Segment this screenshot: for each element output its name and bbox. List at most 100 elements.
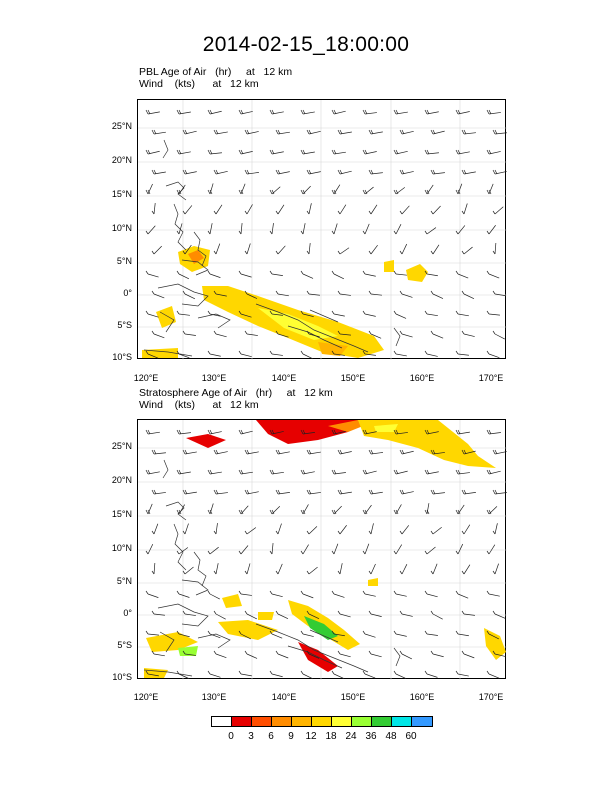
wind-barb xyxy=(494,333,505,340)
wind-barb-feather xyxy=(271,189,275,195)
wind-barb-feather xyxy=(207,469,211,475)
wind-barb-feather xyxy=(244,570,248,575)
wind-barb-feather xyxy=(457,429,461,435)
wind-barb xyxy=(494,613,506,619)
wind-barb-feather xyxy=(269,189,273,195)
shade-region xyxy=(304,616,338,640)
wind-barb-feather xyxy=(494,129,498,135)
wind-barb-feather xyxy=(331,550,335,555)
wind-barb-feather xyxy=(337,570,341,575)
wind-barb-feather xyxy=(362,670,366,675)
wind-barb xyxy=(494,653,506,657)
wind-barb-feather xyxy=(486,149,490,155)
wind-barb xyxy=(370,563,376,575)
wind-barb-feather xyxy=(151,210,155,215)
wind-barb-feather xyxy=(461,449,465,455)
wind-barb-feather xyxy=(300,230,304,235)
wind-barb-feather xyxy=(486,310,490,315)
wind-barb-feather xyxy=(368,449,372,455)
wind-barb-feather xyxy=(492,129,496,135)
wind-barb-feather xyxy=(151,489,155,495)
wind-barb-feather xyxy=(151,250,155,255)
wind-barb-feather xyxy=(238,109,242,115)
wind-barb xyxy=(277,653,289,659)
wind-barb xyxy=(370,653,382,658)
wind-barb-feather xyxy=(238,149,242,155)
wind-barb-feather xyxy=(393,230,397,235)
wind-barb-feather xyxy=(207,630,211,635)
wind-barb xyxy=(364,633,376,638)
wind-barb-feather xyxy=(153,489,157,495)
wind-barb xyxy=(488,593,500,597)
panel1-title-line2: Wind (kts) at 12 km xyxy=(139,78,259,90)
wind-barb xyxy=(333,593,345,598)
wind-barb-feather xyxy=(486,270,490,275)
wind-barb-feather xyxy=(399,290,403,295)
wind-barb-feather xyxy=(426,149,430,155)
wind-barb-feather xyxy=(300,310,304,315)
wind-barb-feather xyxy=(244,129,248,135)
wind-barb-feather xyxy=(176,270,180,275)
wind-barb xyxy=(364,223,370,235)
wind-barb xyxy=(457,353,469,356)
wind-barb-feather xyxy=(147,109,151,115)
wind-barb-feather xyxy=(269,149,273,155)
wind-barb-feather xyxy=(302,429,306,435)
wind-barb-feather xyxy=(492,570,496,575)
wind-barb-feather xyxy=(184,449,188,455)
wind-barb-feather xyxy=(430,570,434,575)
wind-barb-feather xyxy=(461,570,465,575)
wind-barb-feather xyxy=(492,610,496,615)
wind-barb xyxy=(395,593,407,597)
wind-barb xyxy=(463,653,475,659)
wind-barb-feather xyxy=(244,530,248,535)
wind-barb xyxy=(178,273,190,280)
wind-barb-feather xyxy=(461,610,465,615)
colorbar-swatch xyxy=(312,717,332,726)
wind-barb-feather xyxy=(339,489,343,495)
wind-barb-feather xyxy=(461,129,465,135)
wind-barb-feather xyxy=(244,290,248,295)
lat-label: 5°N xyxy=(116,256,132,266)
wind-barb-feather xyxy=(240,149,244,155)
wind-barb-feather xyxy=(368,169,372,175)
wind-barb-feather xyxy=(424,670,428,675)
wind-barb-feather xyxy=(455,630,459,635)
wind-barb xyxy=(215,243,221,255)
wind-barb-feather xyxy=(302,189,306,195)
wind-barb-feather xyxy=(331,270,335,275)
wind-barb-feather xyxy=(207,350,211,355)
wind-barb-feather xyxy=(306,570,310,575)
colorbar xyxy=(211,716,433,727)
wind-barb-feather xyxy=(176,550,180,555)
wind-barb-feather xyxy=(395,109,399,115)
wind-barb xyxy=(426,673,438,678)
wind-barb-feather xyxy=(399,650,403,655)
wind-barb xyxy=(426,227,437,235)
wind-barb-feather xyxy=(486,509,490,515)
wind-barb xyxy=(209,673,221,678)
wind-barb xyxy=(457,543,464,555)
wind-barb xyxy=(209,183,214,195)
wind-barb xyxy=(302,223,306,235)
wind-barb xyxy=(395,224,402,235)
coastline xyxy=(143,459,401,677)
wind-barb xyxy=(364,593,376,597)
wind-barb-feather xyxy=(426,189,430,195)
lat-label: 10°N xyxy=(111,223,132,233)
wind-barb-feather xyxy=(145,230,149,235)
wind-barb-feather xyxy=(339,169,343,175)
wind-barb xyxy=(271,593,283,598)
wind-barb-feather xyxy=(455,149,459,155)
shade-region xyxy=(484,628,506,660)
wind-barb-feather xyxy=(302,149,306,155)
wind-barb xyxy=(240,353,252,357)
wind-barb-feather xyxy=(145,149,149,155)
wind-barb-feather xyxy=(368,129,372,135)
wind-barb-feather xyxy=(393,630,397,635)
wind-barb-feather xyxy=(424,550,428,555)
wind-barb-feather xyxy=(492,650,496,655)
wind-barb-feather xyxy=(333,469,337,475)
wind-barb xyxy=(271,353,283,356)
wind-barb-feather xyxy=(395,149,399,155)
